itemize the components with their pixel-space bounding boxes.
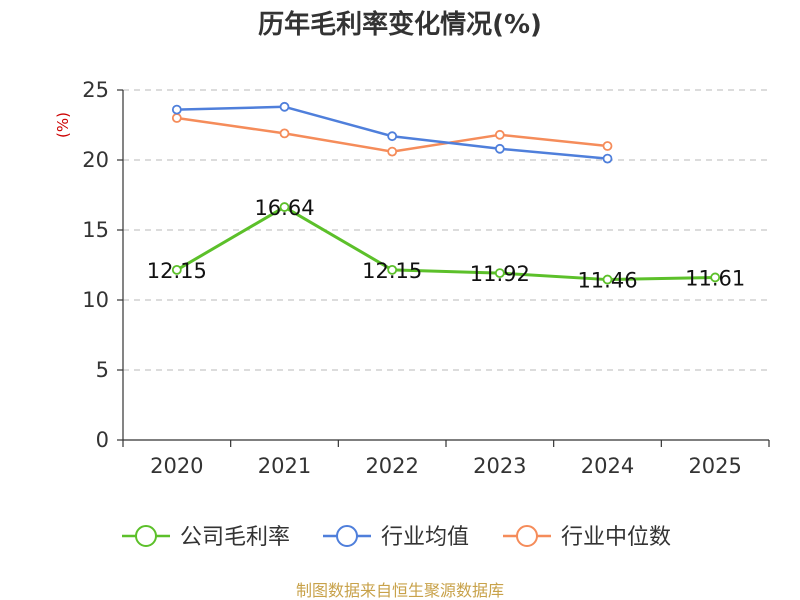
gridlines <box>123 89 769 371</box>
series-line-1 <box>176 205 716 282</box>
data-label: 11.61 <box>685 266 745 290</box>
x-tick-label: 2025 <box>688 454 741 478</box>
data-point <box>171 113 182 123</box>
data-point <box>494 129 505 140</box>
data-labels: 12.15 16.64 12.15 11.92 11.46 11.61 <box>147 196 745 293</box>
y-axis-label: (%) <box>54 112 72 138</box>
legend-label: 行业中位数 <box>561 525 671 550</box>
legend-marker <box>516 525 538 547</box>
data-point <box>494 268 505 279</box>
data-point <box>602 274 613 285</box>
data-point <box>494 143 505 154</box>
source-note: 制图数据来自恒生聚源数据库 <box>296 581 504 600</box>
data-label: 11.46 <box>577 269 637 293</box>
series-lines <box>171 101 721 285</box>
data-point <box>387 131 398 142</box>
legend: 公司毛利率 行业均值 行业中位数 <box>122 525 671 550</box>
data-point <box>279 202 290 212</box>
data-point <box>279 101 290 112</box>
y-tick-label: 10 <box>82 288 109 312</box>
x-tick-label: 2023 <box>473 454 526 478</box>
data-label: 16.64 <box>254 196 314 220</box>
data-label: 12.15 <box>362 259 422 283</box>
x-tick-label: 2024 <box>581 454 634 478</box>
data-point <box>602 153 613 164</box>
legend-label: 公司毛利率 <box>180 525 290 550</box>
y-tick-label: 0 <box>96 428 109 452</box>
y-tick-label: 25 <box>82 78 109 102</box>
data-label: 11.92 <box>470 262 530 286</box>
y-tick-label: 15 <box>82 218 109 242</box>
chart-title: 历年毛利率变化情况(%) <box>258 9 542 40</box>
y-tick-label: 20 <box>82 148 109 172</box>
legend-marker <box>135 525 157 547</box>
legend-label: 行业均值 <box>381 525 469 550</box>
data-point <box>387 146 398 157</box>
y-tick-label: 5 <box>96 358 109 382</box>
data-point <box>171 104 182 115</box>
data-point <box>387 264 398 275</box>
data-point <box>710 272 721 283</box>
data-point <box>602 141 613 151</box>
data-point <box>171 264 182 275</box>
data-point <box>279 128 290 139</box>
x-tick-label: 2020 <box>150 454 203 478</box>
x-tick-label: 2021 <box>258 454 311 478</box>
data-label: 12.15 <box>147 259 207 283</box>
x-tick-label: 2022 <box>365 454 418 478</box>
legend-marker <box>336 525 358 547</box>
